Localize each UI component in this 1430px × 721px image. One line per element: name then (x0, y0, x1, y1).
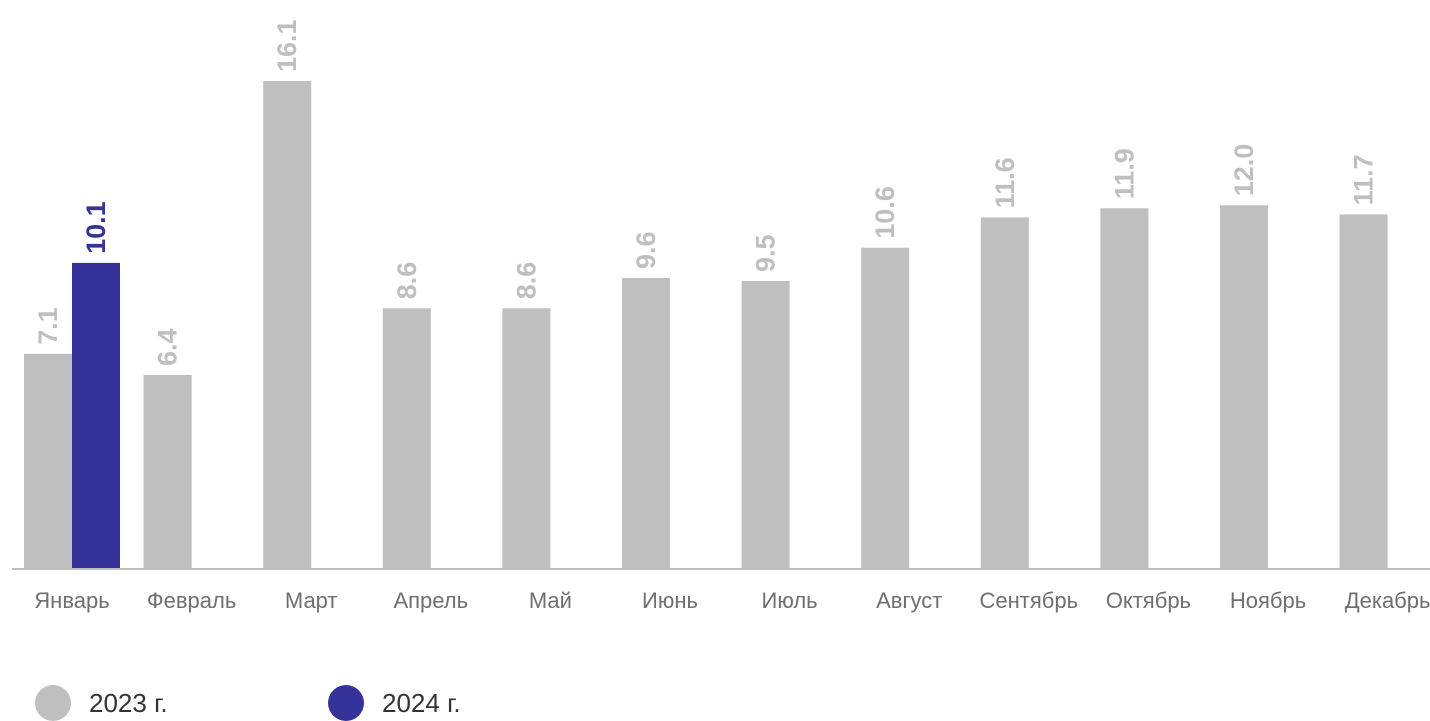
category-labels-group: Январь Февраль Март Апрель Май Июнь Июль Август… (34, 588, 1430, 613)
bar-2023-11 (1339, 214, 1388, 569)
category-label-8: Сентябрь (980, 588, 1079, 613)
bars-group (24, 81, 1388, 570)
bar-2023-4 (502, 308, 551, 569)
legend-label-2023: 2023 г. (89, 687, 168, 718)
bar-2023-3 (382, 308, 431, 569)
legend-label-2024: 2024 г. (382, 687, 461, 718)
bar-2023-9 (1100, 208, 1149, 570)
bar-2023-1 (143, 375, 192, 569)
category-label-4: Май (529, 588, 572, 613)
category-label-3: Апрель (393, 588, 468, 613)
category-label-9: Октябрь (1106, 588, 1191, 613)
bar-2023-2 (263, 81, 312, 569)
bar-2023-8 (980, 217, 1029, 569)
bar-2023-0 (24, 353, 72, 569)
value-label-2023-0: 7.1 (33, 307, 63, 345)
legend-item-2023: 2023 г. (35, 685, 168, 721)
value-label-2023-4: 8.6 (511, 262, 541, 300)
value-label-2023-2: 16.1 (272, 19, 302, 72)
value-label-2024-0: 10.1 (81, 201, 111, 254)
category-label-2: Март (285, 588, 338, 613)
value-label-2023-3: 8.6 (392, 262, 422, 300)
legend: 2023 г. 2024 г. (0, 685, 1430, 721)
legend-item-2024: 2024 г. (328, 685, 461, 721)
category-label-11: Декабрь (1345, 588, 1430, 613)
category-label-10: Ноябрь (1230, 588, 1306, 613)
category-label-0: Январь (34, 588, 109, 613)
category-label-5: Июнь (642, 588, 698, 613)
value-label-2023-7: 10.6 (870, 186, 900, 239)
value-label-2023-11: 11.7 (1349, 154, 1379, 205)
value-label-2023-9: 11.9 (1109, 148, 1139, 199)
category-label-7: Август (876, 588, 942, 613)
bar-2023-7 (861, 247, 910, 569)
category-label-6: Июль (762, 588, 818, 613)
bar-2023-10 (1220, 205, 1268, 570)
bar-2024-0 (72, 262, 120, 569)
value-label-2023-1: 6.4 (153, 328, 183, 366)
bar-2023-5 (622, 278, 670, 569)
value-label-2023-10: 12.0 (1229, 144, 1259, 197)
value-label-2023-5: 9.6 (631, 231, 661, 269)
value-label-2023-8: 11.6 (990, 157, 1020, 208)
value-label-2023-6: 9.5 (751, 234, 781, 272)
legend-swatch-2024 (328, 685, 364, 721)
bar-chart: 7.1 10.1 6.4 16.1 8.6 8.6 9.6 9.5 10.6 11.6 11.9 12… (12, 19, 1430, 613)
value-labels-group: 7.1 10.1 6.4 16.1 8.6 8.6 9.6 9.5 10.6 11.6 11.9 12… (33, 19, 1379, 366)
legend-swatch-2023 (35, 685, 71, 721)
category-label-1: Февраль (147, 588, 236, 613)
bar-2023-6 (741, 281, 790, 569)
